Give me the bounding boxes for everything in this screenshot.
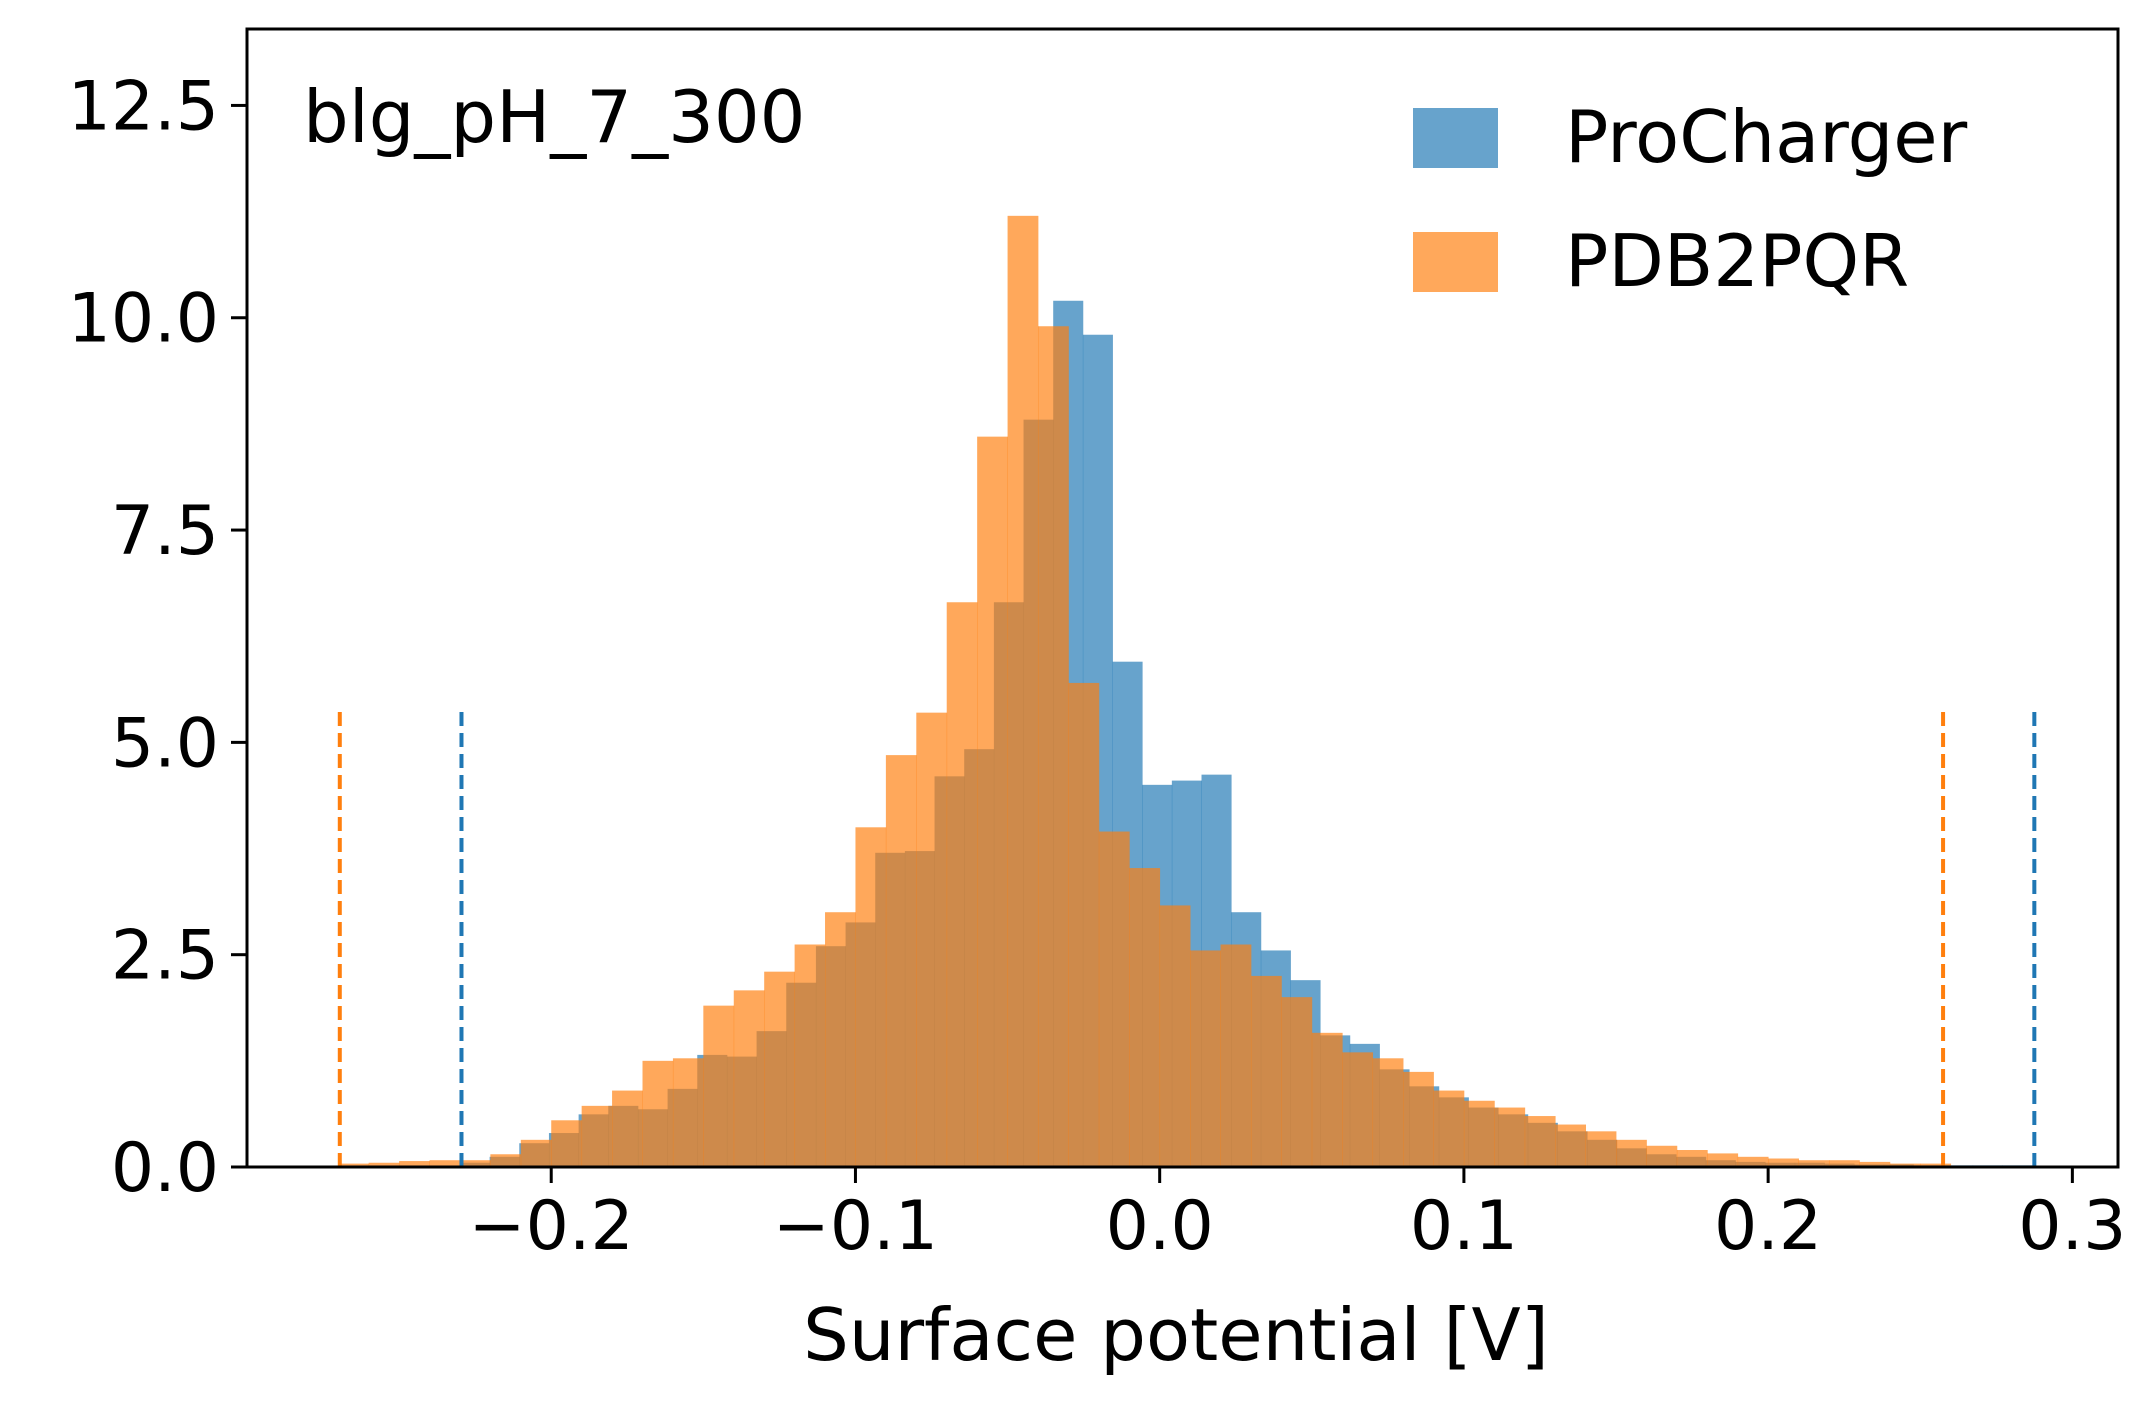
histogram-bar (1281, 997, 1313, 1167)
y-tick-label: 7.5 (111, 492, 219, 571)
histogram-bar (1768, 1158, 1799, 1167)
histogram-bar (399, 1161, 430, 1167)
legend-label: PDB2PQR (1565, 219, 1909, 303)
range-lines (337, 708, 2037, 1167)
histogram-bar (612, 1090, 643, 1167)
histogram-bar (1494, 1107, 1526, 1167)
histogram-bar (642, 1060, 674, 1167)
histogram-bar (855, 827, 887, 1167)
histogram-bar (1007, 215, 1039, 1168)
histogram-bar (520, 1139, 552, 1167)
x-axis-ticks: −0.2 −0.1 0.0 0.1 0.2 0.3 (469, 1167, 2126, 1266)
histogram-bar (946, 602, 978, 1167)
histogram-bar (1859, 1161, 1891, 1167)
histogram-bar (885, 755, 917, 1167)
histogram-bar (1372, 1058, 1404, 1167)
histogram-bar (764, 971, 796, 1167)
histogram-bar (551, 1120, 583, 1167)
histogram-bar (703, 1005, 735, 1167)
y-tick-label: 0.0 (111, 1129, 219, 1208)
legend-swatch-pdb2pqr (1413, 232, 1498, 292)
histogram-bar (1585, 1131, 1617, 1167)
histogram-bar (1524, 1116, 1556, 1167)
histogram-bar (794, 944, 826, 1167)
histogram-bar (1342, 1052, 1374, 1167)
histogram-bar (1707, 1153, 1739, 1167)
histogram-bars (338, 215, 2033, 1168)
legend-label: ProCharger (1565, 95, 1968, 179)
histogram-bar (338, 1163, 370, 1167)
histogram-bar (916, 712, 948, 1167)
plot-frame (245, 27, 2120, 1169)
y-tick-label: 12.5 (68, 67, 219, 146)
histogram-bar (1190, 950, 1221, 1167)
x-tick-label: −0.1 (773, 1187, 938, 1266)
histogram-bar (733, 990, 765, 1167)
x-tick-label: 0.1 (1410, 1187, 1518, 1266)
y-tick-label: 2.5 (111, 917, 219, 996)
x-tick-label: 0.3 (2018, 1187, 2126, 1266)
histogram-bar (581, 1105, 613, 1167)
x-axis-label: Surface potential [V] (803, 1293, 1549, 1377)
histogram-bar (672, 1058, 704, 1167)
histogram-bar (1250, 975, 1282, 1167)
histogram-bar (1159, 905, 1191, 1167)
histogram-bar (1737, 1156, 1769, 1167)
histogram-bar (1555, 1124, 1586, 1167)
histogram-bar (1463, 1100, 1495, 1167)
histogram-bar (1068, 682, 1100, 1167)
histogram-bar (459, 1160, 491, 1167)
histogram-bar (1403, 1071, 1434, 1167)
x-tick-label: 0.0 (1106, 1187, 1214, 1266)
x-tick-label: 0.2 (1714, 1187, 1822, 1266)
y-axis-ticks: 0.0 2.5 5.0 7.5 10.0 12.5 (68, 67, 247, 1208)
histogram-bar (1311, 1032, 1343, 1167)
histogram-bar (1889, 1163, 1921, 1167)
y-tick-label: 10.0 (68, 280, 219, 359)
histogram-bar (1037, 326, 1069, 1167)
histogram-bar (1129, 868, 1161, 1167)
histogram-bar (1220, 944, 1252, 1167)
series-pdb2pqr (338, 215, 1952, 1168)
histogram-bar (1616, 1139, 1647, 1167)
histogram-bar (1646, 1145, 1678, 1167)
histogram-bar (1433, 1090, 1465, 1167)
histogram-bar (429, 1160, 461, 1167)
histogram-bar (368, 1162, 400, 1167)
legend-item: PDB2PQR (1413, 219, 1909, 303)
histogram-bar (1798, 1160, 1830, 1167)
legend-item: ProCharger (1413, 95, 1968, 179)
histogram-bar (1920, 1163, 1952, 1167)
histogram-bar (490, 1154, 522, 1167)
legend: ProCharger PDB2PQR (1413, 95, 1968, 303)
histogram-bar (1676, 1150, 1708, 1167)
histogram-bar (1098, 831, 1130, 1167)
legend-swatch-procharger (1413, 108, 1498, 168)
histogram-bar (977, 436, 1008, 1167)
histogram-bar (1828, 1160, 1860, 1167)
plot-annotation: blg_pH_7_300 (303, 75, 806, 159)
histogram-bar (825, 912, 856, 1167)
y-tick-label: 5.0 (111, 704, 219, 783)
x-tick-label: −0.2 (469, 1187, 634, 1266)
